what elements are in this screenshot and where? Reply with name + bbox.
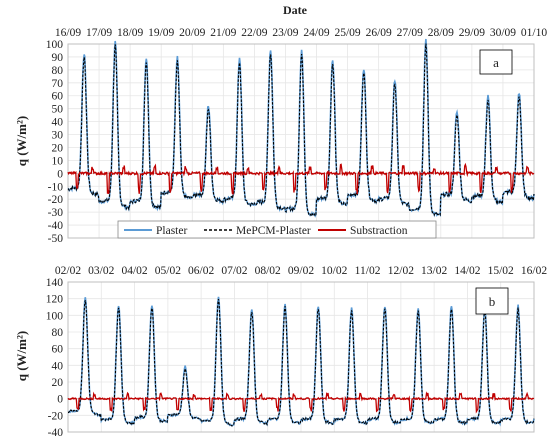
legend-label-mepcm-plaster: MePCM-Plaster (236, 225, 311, 237)
chart-a-x-tick-label: 01/10 (521, 27, 547, 39)
chart-a-y-tick-label: 0 (57, 168, 63, 180)
chart-b-y-tick-label: -40 (48, 427, 64, 439)
chart-a-x-tick-label: 19/09 (148, 27, 174, 39)
chart-a-y-tick-label: 40 (52, 117, 64, 129)
chart-a-x-tick-label: 28/09 (428, 27, 454, 39)
chart-a-series-mepcm-plaster-line (67, 43, 535, 218)
chart-b-x-tick-label: 06/02 (188, 265, 214, 277)
chart-a-y-tick-label: -30 (48, 207, 64, 219)
chart-a-x-tick-label: 26/09 (366, 27, 392, 39)
chart-b-y-tick-label: 0 (57, 394, 63, 406)
chart-a-series-substraction-line (67, 162, 535, 196)
chart-b-x-tick-label: 07/02 (221, 265, 247, 277)
legend-label-plaster: Plaster (156, 225, 187, 237)
chart-panel-b: 02/02 03/02 04/02 05/02 06/02 07/02 08/02 09/02… (14, 265, 547, 439)
chart-b-y-tick-label: 120 (46, 294, 64, 306)
chart-a-x-tick-label: 18/09 (117, 27, 143, 39)
chart-a-y-tick-label: -20 (48, 194, 64, 206)
chart-a-x-tick-label: 27/09 (397, 27, 423, 39)
chart-a-y-tick-label: 80 (52, 65, 64, 77)
chart-b-y-axis-label: q (W/m²) (14, 331, 29, 381)
chart-b-x-tick-labels: 02/02 03/02 04/02 05/02 06/02 07/02 08/02 09/02… (55, 265, 547, 277)
chart-a-y-tick-label: -40 (48, 220, 64, 232)
chart-a-y-tick-label: -50 (48, 233, 64, 245)
chart-b-gridlines (67, 281, 535, 433)
chart-a-y-tick-label: 50 (52, 104, 64, 116)
chart-a-x-tick-label: 24/09 (303, 27, 329, 39)
chart-panel-a: Date 16/09 17/09 18/09 19/09 20/09 21/09 22/09… (14, 3, 547, 245)
chart-b-y-axis-label-text: q (W/m²) (14, 331, 29, 381)
chart-b-y-tick-label: 140 (46, 277, 64, 289)
chart-b-x-tick-label: 16/02 (521, 265, 547, 277)
chart-b-x-tick-label: 08/02 (255, 265, 281, 277)
chart-a-x-tick-label: 21/09 (210, 27, 236, 39)
chart-b-x-tick-label: 14/02 (454, 265, 480, 277)
chart-a-x-tick-label: 23/09 (272, 27, 298, 39)
chart-b-y-tick-label: 60 (52, 344, 64, 356)
chart-a-x-tick-label: 29/09 (459, 27, 485, 39)
chart-b-series-substraction-line (67, 391, 535, 414)
chart-a-x-tick-label: 16/09 (55, 27, 81, 39)
chart-a-y-tick-label: 70 (52, 78, 64, 90)
chart-a-x-tick-label: 22/09 (241, 27, 267, 39)
chart-b-plot-frame (67, 281, 535, 433)
chart-a-y-tick-label: 20 (52, 142, 64, 154)
chart-a-y-tick-label: 30 (52, 130, 64, 142)
chart-b-y-tick-label: 20 (52, 377, 64, 389)
chart-b-x-tick-label: 15/02 (488, 265, 514, 277)
chart-b-x-tick-label: 03/02 (88, 265, 114, 277)
chart-b-y-tick-labels: 140 120 100 80 60 40 20 0 -20 -40 (46, 277, 64, 439)
chart-a-y-tick-label: 10 (52, 155, 64, 167)
chart-b-x-tick-label: 02/02 (55, 265, 81, 277)
chart-b-x-tick-label: 12/02 (388, 265, 414, 277)
chart-b-y-tick-label: 100 (46, 310, 64, 322)
chart-a-y-axis-label-text: q (W/m²) (14, 116, 29, 166)
chart-b-y-tick-label: 80 (52, 327, 64, 339)
chart-a-x-tick-label: 25/09 (334, 27, 360, 39)
chart-b-panel-label: b (489, 294, 496, 309)
chart-a-panel-label-box (479, 49, 513, 75)
chart-a-title: Date (283, 3, 308, 17)
chart-a-y-tick-label: 90 (52, 52, 64, 64)
legend-box (117, 220, 437, 239)
chart-b-series (67, 296, 535, 427)
chart-b-x-tick-label: 11/02 (355, 265, 381, 277)
chart-b-series-mepcm-plaster-line (68, 299, 535, 427)
chart-b-x-tick-label: 13/02 (421, 265, 447, 277)
chart-a-y-tick-label: 100 (46, 39, 64, 51)
legend-label-substraction: Substraction (350, 225, 408, 237)
chart-b-panel-label-box (475, 287, 509, 315)
chart-a-x-tick-label: 17/09 (86, 27, 112, 39)
chart-a-y-axis-label: q (W/m²) (14, 116, 29, 166)
chart-a-x-tick-label: 20/09 (179, 27, 205, 39)
chart-a-series (67, 38, 535, 218)
chart-b-x-tick-label: 09/02 (288, 265, 314, 277)
chart-a-y-tick-label: -10 (48, 181, 64, 193)
chart-a-panel-label: a (493, 55, 499, 70)
chart-a-y-tick-label: 60 (52, 91, 64, 103)
chart-b-y-tick-label: -20 (48, 410, 64, 422)
chart-b-y-tick-label: 40 (52, 360, 64, 372)
chart-a-x-tick-labels: 16/09 17/09 18/09 19/09 20/09 21/09 22/09 23/09… (55, 27, 547, 39)
chart-b-x-tick-label: 05/02 (155, 265, 181, 277)
chart-a-legend: Plaster MePCM-Plaster Substraction (117, 220, 437, 239)
chart-b-x-tick-label: 10/02 (321, 265, 347, 277)
chart-b-x-tick-label: 04/02 (121, 265, 147, 277)
chart-a-x-tick-label: 30/09 (490, 27, 516, 39)
